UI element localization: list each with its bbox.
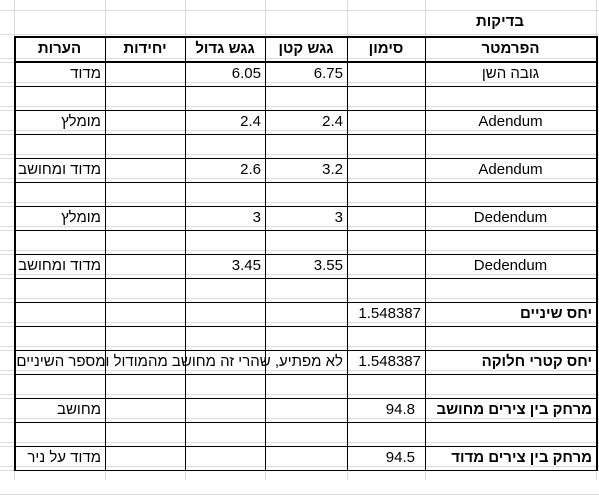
gridline <box>0 346 599 347</box>
data-cell: 6.75 <box>313 65 343 82</box>
parameter-cell: גובה השן <box>481 65 540 82</box>
border <box>14 254 597 255</box>
data-cell: 94.8 <box>385 401 415 418</box>
border <box>425 36 426 471</box>
data-cell: 1.548387 <box>358 305 421 322</box>
border <box>14 278 597 279</box>
data-cell: 2.4 <box>240 113 261 130</box>
border <box>14 36 16 471</box>
column-header: הפרמטר <box>481 40 540 57</box>
gridline <box>0 82 599 83</box>
data-cell: מומלץ <box>61 209 101 226</box>
data-cell: 2.6 <box>240 161 261 178</box>
border <box>14 422 597 423</box>
data-cell: מדוד ומחושב <box>18 161 101 178</box>
data-cell: מדוד ומחושב <box>18 257 101 274</box>
parameter-cell: Dedendum <box>473 209 548 226</box>
data-cell: מדוד <box>70 65 101 82</box>
data-cell: מומלץ <box>61 113 101 130</box>
border <box>14 182 597 183</box>
border <box>14 86 597 87</box>
parameter-cell: מרחק בין צירים מחושב <box>436 401 593 418</box>
border <box>14 326 597 327</box>
gridline <box>0 298 599 299</box>
border <box>14 61 597 63</box>
border <box>105 36 106 471</box>
data-cell: 3.45 <box>231 257 261 274</box>
parameter-cell: מרחק בין צירים מדוד <box>451 449 592 466</box>
border <box>596 36 598 471</box>
border <box>14 158 597 159</box>
border <box>14 302 597 303</box>
parameter-cell: Adendum <box>478 113 543 130</box>
border <box>14 446 597 447</box>
data-cell: 2.4 <box>322 113 343 130</box>
gridline <box>0 106 599 107</box>
border <box>14 110 597 111</box>
gridline <box>0 250 599 251</box>
border <box>14 36 597 38</box>
data-cell: 6.05 <box>231 65 261 82</box>
column-header: סימון <box>368 40 404 57</box>
data-cell: 1.548387 <box>358 353 421 370</box>
gridline <box>0 466 599 467</box>
parameter-cell: Adendum <box>478 161 543 178</box>
gridline <box>0 274 599 275</box>
data-cell: לא מפתיע, שהרי זה מחושב מהמודול ומספר הש… <box>16 353 343 370</box>
border <box>14 134 597 135</box>
border <box>14 470 597 471</box>
border <box>265 36 266 471</box>
border <box>14 374 597 375</box>
parameter-cell: יחס שיניים <box>520 305 592 322</box>
border <box>347 36 348 471</box>
gridline <box>0 322 599 323</box>
gridline <box>0 370 599 371</box>
border <box>14 230 597 231</box>
data-cell: מחושב <box>57 401 101 418</box>
gridline <box>0 394 599 395</box>
border <box>185 36 186 471</box>
parameter-cell: יחס קטרי חלוקה <box>481 353 592 370</box>
gridline <box>0 226 599 227</box>
gridline <box>0 202 599 203</box>
data-cell: מדוד על ניר <box>27 449 101 466</box>
column-header: הערות <box>37 40 82 57</box>
data-cell: 3 <box>334 209 343 226</box>
border <box>14 206 597 207</box>
gridline <box>0 154 599 155</box>
gridline <box>0 178 599 179</box>
gridline <box>0 130 599 131</box>
border <box>14 398 597 399</box>
sheet-title: בדיקות <box>476 13 524 30</box>
column-header: יחידות <box>123 40 167 57</box>
data-cell: 3 <box>252 209 261 226</box>
data-cell: 3.55 <box>313 257 343 274</box>
parameter-cell: Dedendum <box>473 257 548 274</box>
column-header: גגש קטן <box>278 40 334 57</box>
gridline <box>0 442 599 443</box>
border <box>14 350 597 351</box>
gridline <box>0 34 599 35</box>
column-header: גגש גדול <box>195 40 255 57</box>
gridline <box>0 58 599 59</box>
gridline <box>0 10 599 11</box>
data-cell: 94.5 <box>385 449 415 466</box>
gridline <box>0 418 599 419</box>
data-cell: 3.2 <box>322 161 343 178</box>
